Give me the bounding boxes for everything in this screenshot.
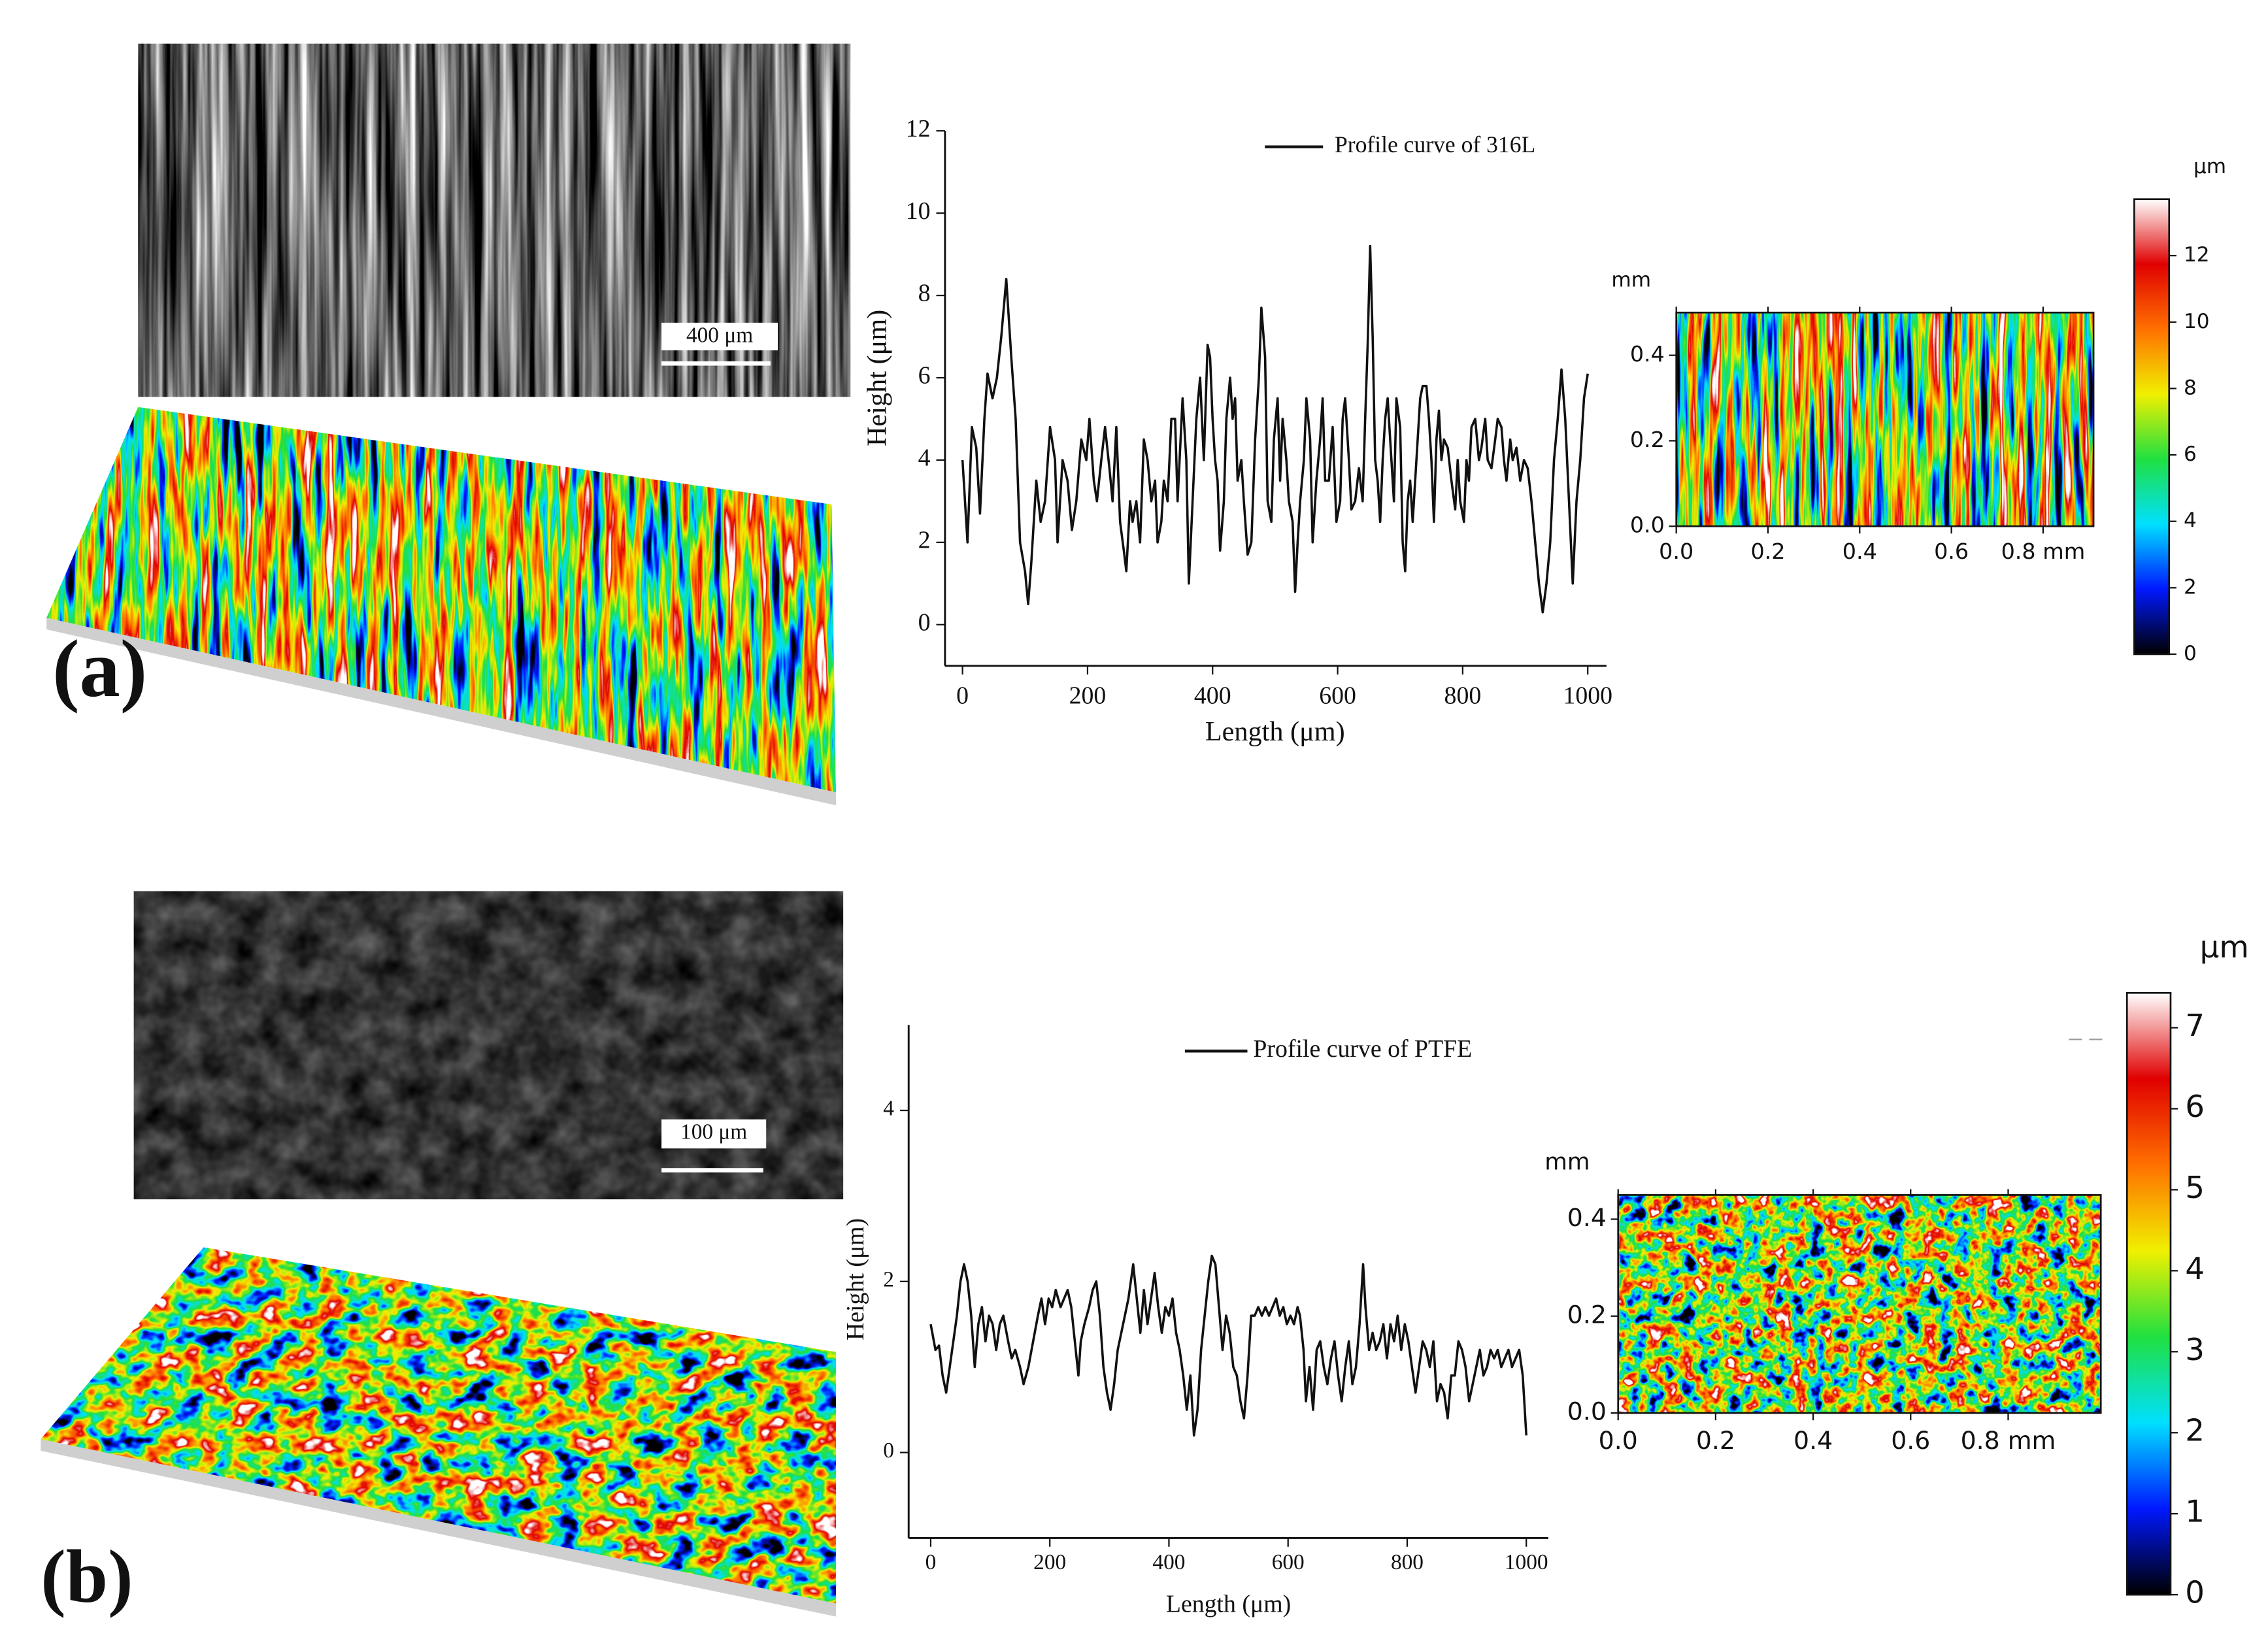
scale-bar-label: 100 μm [680,1120,747,1144]
x-axis-title: Length (μm) [1205,716,1345,747]
x-tick-label: 1000 [1563,682,1612,709]
colorbar [2133,198,2171,656]
y-tick-label: 8 [918,280,931,307]
scale-bar-box [661,322,778,351]
colorbar-tick-label: 4 [2185,1252,2205,1287]
y-tick-label: 0.4 [1567,1203,1607,1232]
colorbar-unit: μm [2200,930,2249,965]
x-tick-label: 200 [1033,1550,1066,1574]
x-tick-label: 0.8 mm [2001,539,2086,564]
x-tick-label: 400 [1152,1550,1185,1574]
x-tick-label: 1000 [1505,1550,1548,1574]
x-tick-label: 0.4 [1843,539,1877,564]
x-tick-label: 0.0 [1599,1426,1638,1455]
colorbar-tick-label: 2 [2184,575,2197,599]
surface-base [46,618,837,806]
colorbar-tick-label: 12 [2184,243,2210,267]
colorbar-unit: μm [2193,155,2226,178]
panel-label: (a) [52,623,147,714]
colorbar-tick-label: 7 [2185,1008,2205,1044]
plot-frame [1675,311,2095,527]
scale-bar-label: 400 μm [686,324,753,348]
x-tick-label: 0.0 [1659,539,1693,564]
y-unit: mm [1544,1149,1590,1176]
y-axis-title: Height (μm) [842,1218,869,1340]
colorbar-tick-label: 0 [2184,642,2197,665]
y-tick-label: 12 [906,115,931,142]
colorbar-tick-label: 10 [2184,310,2210,333]
x-tick-label: 0.2 [1750,539,1785,564]
y-tick-label: 2 [918,527,931,554]
x-tick-label: 600 [1272,1550,1305,1574]
y-tick-label: 0 [918,608,931,636]
colorbar-tick-label: 5 [2185,1170,2205,1206]
y-tick-label: 2 [883,1267,894,1291]
legend-label: Profile curve of PTFE [1253,1035,1472,1063]
y-tick-label: 4 [918,444,931,472]
colorbar-tick-label: 6 [2184,442,2197,466]
y-tick-label: 0.2 [1630,427,1665,452]
x-tick-label: 800 [1444,682,1482,709]
x-tick-label: 600 [1319,682,1356,709]
plot-frame [1617,1194,2102,1414]
panel-label: (b) [41,1535,133,1619]
x-tick-label: 0.2 [1696,1426,1735,1455]
y-tick-label: 0.0 [1567,1397,1607,1426]
scale-bar-box [661,1119,767,1149]
y-unit: mm [1611,268,1651,291]
y-tick-label: 4 [883,1097,894,1121]
y-tick-label: 0.2 [1567,1300,1607,1329]
x-tick-label: 0 [956,682,969,709]
x-tick-label: 0.8 mm [1961,1426,2056,1455]
x-tick-label: 200 [1069,682,1107,709]
colorbar-tick-label: 4 [2184,509,2197,533]
colorbar-tick-label: 2 [2185,1414,2205,1449]
surface-3d [41,1247,837,1604]
profile-line [929,1254,1527,1437]
surface-3d [46,407,837,793]
colorbar-tick-label: 1 [2185,1495,2205,1530]
colorbar-tick-label: 6 [2185,1089,2205,1125]
x-axis-title: Length (μm) [1166,1591,1291,1618]
legend-label: Profile curve of 316L [1335,131,1535,158]
colorbar-tick-label: 0 [2185,1576,2205,1611]
colorbar [2126,991,2172,1596]
profile-line [961,244,1589,614]
x-tick-label: 400 [1194,682,1231,709]
x-tick-label: 0.4 [1793,1426,1833,1455]
y-tick-label: 0.0 [1630,512,1665,538]
y-axis-title: Height (μm) [861,310,892,446]
surface-base [41,1439,837,1617]
height-map [1676,312,2094,527]
x-tick-label: 0 [926,1550,937,1574]
y-tick-label: 10 [906,197,931,225]
height-map [1618,1195,2101,1414]
micrograph [133,891,844,1200]
colorbar-tick-label: 8 [2184,376,2197,399]
y-tick-label: 0 [883,1438,894,1463]
y-tick-label: 0.4 [1630,341,1665,367]
colorbar-tick-label: 3 [2185,1333,2205,1368]
x-tick-label: 800 [1391,1550,1424,1574]
x-tick-label: 0.6 [1934,539,1969,564]
y-tick-label: 6 [918,362,931,390]
x-tick-label: 0.6 [1891,1426,1930,1455]
